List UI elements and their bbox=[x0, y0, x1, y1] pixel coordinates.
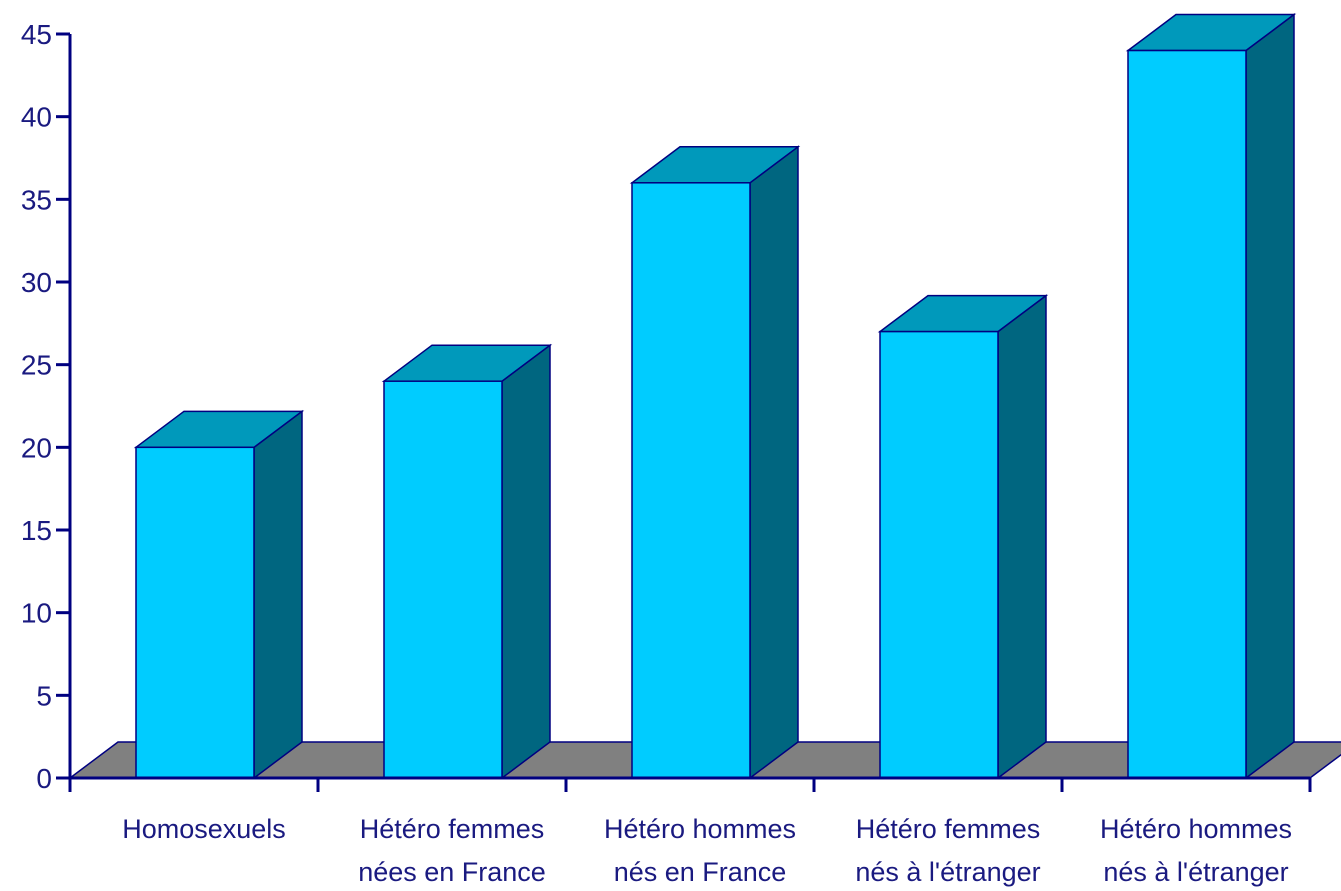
bar-front bbox=[135, 446, 255, 779]
bar-4 bbox=[877, 294, 1049, 780]
x-category-label: nés à l'étranger bbox=[1103, 857, 1288, 887]
x-category-label: Hétéro hommes bbox=[604, 814, 796, 844]
bar-side bbox=[501, 343, 551, 780]
bar-front bbox=[383, 380, 503, 779]
x-category-label: nés à l'étranger bbox=[855, 857, 1040, 887]
bar-side bbox=[253, 409, 303, 780]
x-category-label: nées en France bbox=[358, 857, 546, 887]
bar-5 bbox=[1125, 13, 1297, 780]
x-category-label: Homosexuels bbox=[122, 814, 286, 844]
y-tick-label: 0 bbox=[36, 763, 52, 794]
bar-front bbox=[1127, 49, 1247, 779]
bar-1 bbox=[133, 409, 305, 780]
bar-side bbox=[997, 294, 1047, 780]
y-tick-label: 40 bbox=[21, 102, 52, 133]
y-tick-label: 25 bbox=[21, 350, 52, 381]
x-category-label: Hétéro femmes bbox=[856, 814, 1041, 844]
bar-front bbox=[879, 330, 999, 779]
y-tick-label: 20 bbox=[21, 432, 52, 463]
y-tick-label: 45 bbox=[21, 19, 52, 50]
bar-side bbox=[749, 145, 799, 780]
y-tick-label: 30 bbox=[21, 267, 52, 298]
y-tick-label: 5 bbox=[36, 680, 52, 711]
y-tick-label: 15 bbox=[21, 515, 52, 546]
bar-3 bbox=[629, 145, 801, 780]
x-category-label: Hétéro hommes bbox=[1100, 814, 1292, 844]
bar-front bbox=[631, 182, 751, 779]
x-category-label: Hétéro femmes bbox=[360, 814, 545, 844]
bar-2 bbox=[381, 343, 553, 780]
x-category-label: nés en France bbox=[614, 857, 787, 887]
y-tick-label: 10 bbox=[21, 598, 52, 629]
bar-side bbox=[1245, 13, 1295, 780]
y-tick-label: 35 bbox=[21, 184, 52, 215]
